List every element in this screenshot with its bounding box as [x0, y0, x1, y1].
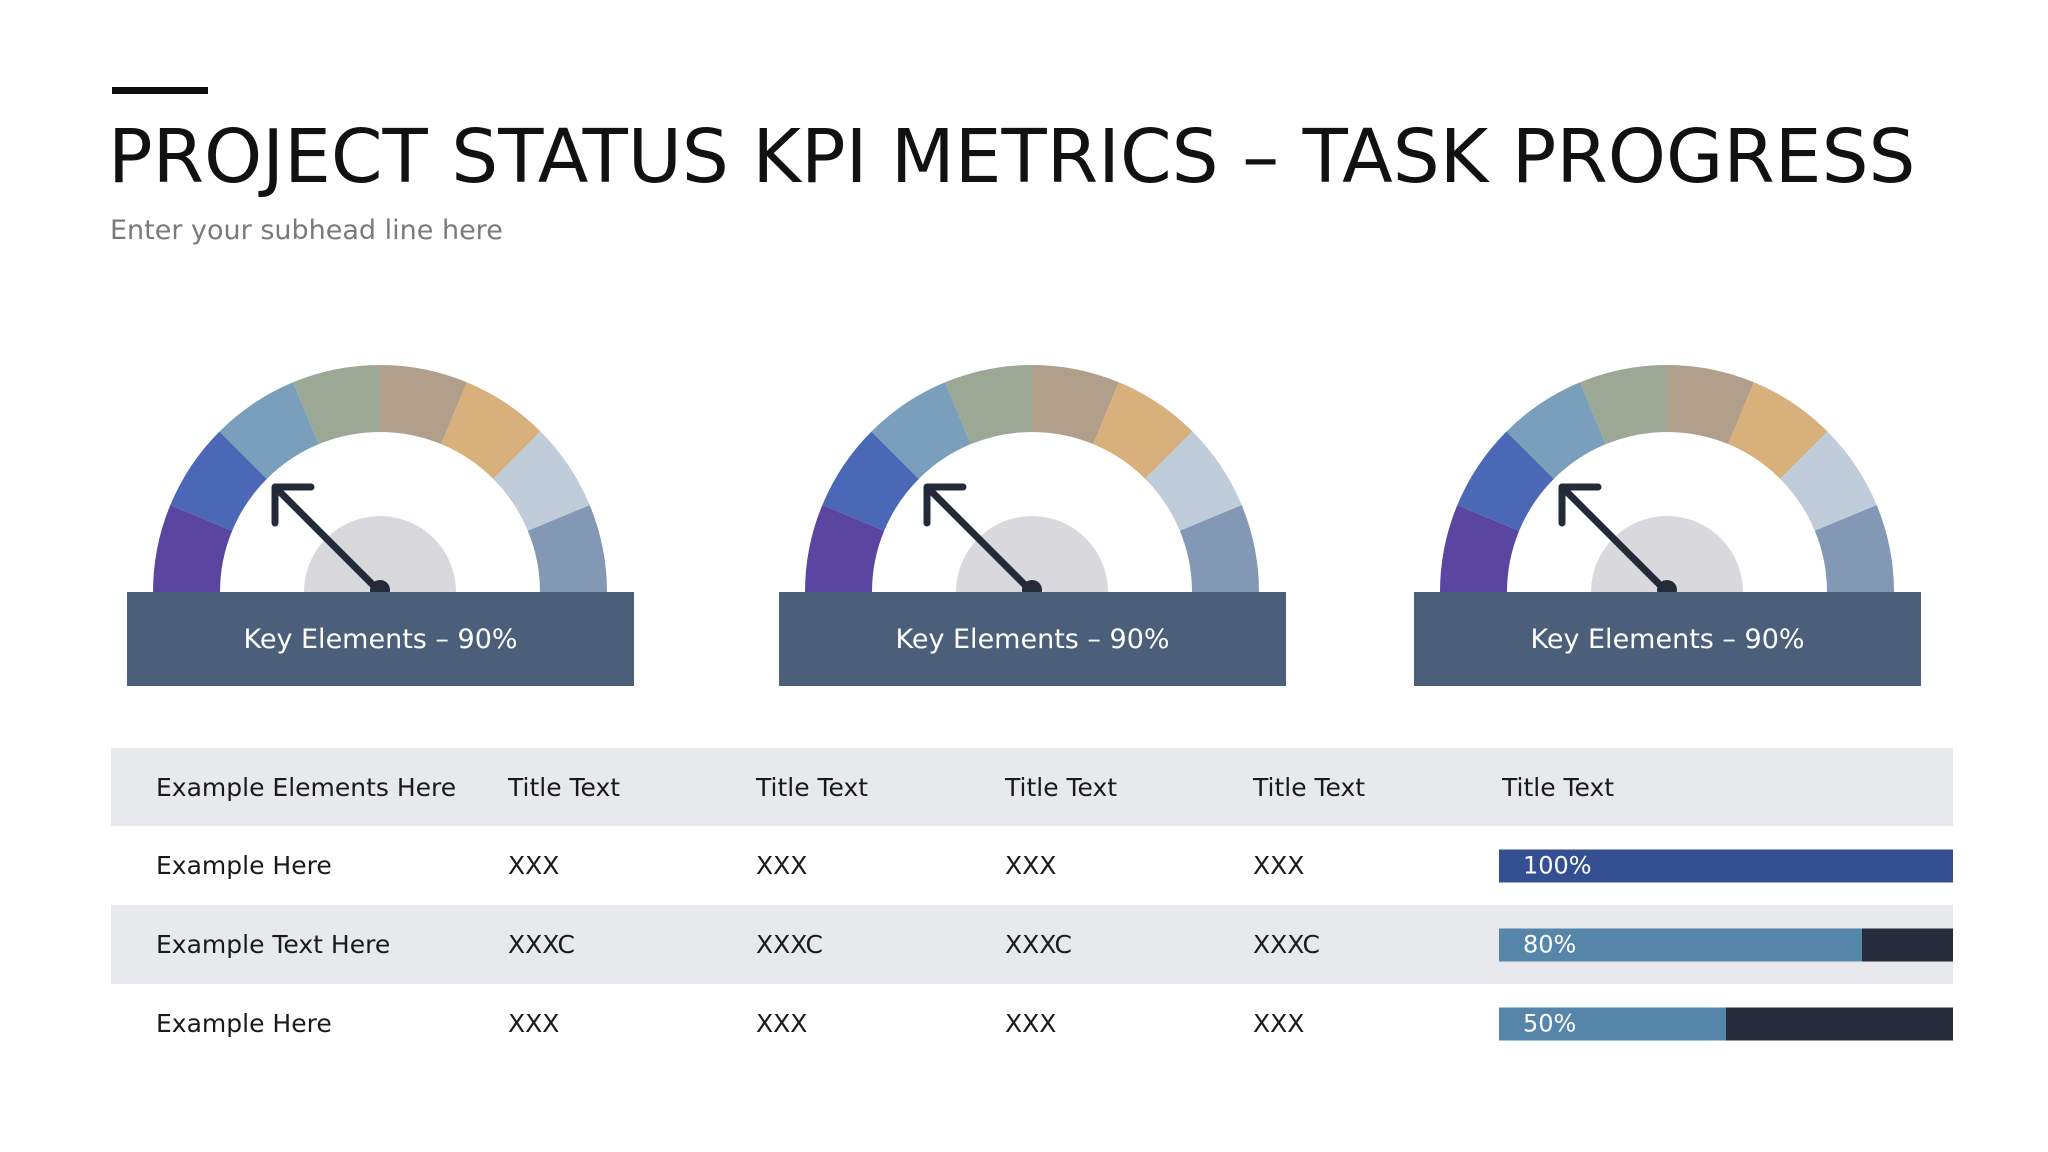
gauge-segment — [153, 505, 233, 592]
gauge-segment — [1814, 505, 1894, 592]
progress-bar: 50% — [1499, 1007, 1953, 1040]
kpi-gauge: Key Elements – 90% — [779, 355, 1286, 690]
needle-pivot — [1657, 580, 1677, 595]
gauge-segment — [871, 382, 971, 479]
gauge-segment — [1728, 382, 1828, 479]
page-subtitle: Enter your subhead line here — [110, 215, 503, 246]
column-header: Title Text — [1502, 772, 1615, 802]
progress-bar: 100% — [1499, 849, 1953, 882]
progress-label: 50% — [1523, 1009, 1577, 1038]
column-header: Title Text — [508, 772, 621, 802]
column-header: Title Text — [756, 772, 869, 802]
table-cell: XXX — [756, 1009, 808, 1038]
table-cell: XXX — [1253, 1009, 1305, 1038]
gauge-segment — [441, 382, 541, 479]
table-cell: XXX — [1253, 851, 1305, 880]
progress-fill — [1499, 1007, 1726, 1040]
column-header: Title Text — [1005, 772, 1118, 802]
gauge-needle — [277, 489, 384, 595]
gauge-segment — [293, 365, 380, 445]
gauge-label: Key Elements – 90% — [1414, 592, 1921, 686]
needle-arrowhead — [923, 483, 967, 527]
gauge-hub — [956, 516, 1108, 592]
table-cell: XXX — [508, 851, 560, 880]
gauge-segment — [805, 505, 885, 592]
progress-label: 80% — [1523, 930, 1577, 959]
gauge-segment — [219, 382, 319, 479]
needle-arrowhead — [1558, 483, 1602, 527]
table-header-row: Example Elements Here Title Text Title T… — [111, 748, 1953, 826]
gauge-label: Key Elements – 90% — [127, 592, 634, 686]
progress-bar: 80% — [1499, 928, 1953, 961]
page-title: PROJECT STATUS KPI METRICS – TASK PROGRE… — [108, 114, 1916, 200]
gauge-segment — [1093, 382, 1193, 479]
kpi-gauge: Key Elements – 90% — [1414, 355, 1921, 690]
gauge-segment — [380, 365, 467, 445]
gauge-hub — [304, 516, 456, 592]
gauge-dial — [153, 365, 607, 595]
gauge-segment — [1780, 431, 1877, 531]
kpi-gauge: Key Elements – 90% — [127, 355, 634, 690]
gauge-segment — [1440, 505, 1520, 592]
gauge-segment — [1580, 365, 1667, 445]
gauge-hub — [1591, 516, 1743, 592]
table-row: Example Text Here XXXC XXXC XXXC XXXC 80… — [111, 905, 1953, 984]
gauge-label: Key Elements – 90% — [779, 592, 1286, 686]
table-cell: XXXC — [756, 930, 824, 959]
column-header: Example Elements Here — [156, 772, 457, 802]
gauge-segment — [1145, 431, 1242, 531]
kpi-table: Example Elements Here Title Text Title T… — [111, 748, 1953, 1063]
gauge-segment — [1032, 365, 1119, 445]
gauge-segment — [1457, 431, 1554, 531]
table-row: Example Here XXX XXX XXX XXX 50% — [111, 984, 1953, 1063]
gauge-segment — [822, 431, 919, 531]
table-row: Example Here XXX XXX XXX XXX 100% — [111, 826, 1953, 905]
gauge-dial — [1440, 365, 1894, 595]
table-cell: XXX — [756, 851, 808, 880]
row-label: Example Here — [156, 851, 332, 880]
table-cell: XXX — [1005, 1009, 1057, 1038]
table-cell: XXXC — [508, 930, 576, 959]
table-cell: XXXC — [1005, 930, 1073, 959]
gauge-segment — [1667, 365, 1754, 445]
column-header: Title Text — [1253, 772, 1366, 802]
gauge-needle — [929, 489, 1036, 595]
gauge-segment — [1179, 505, 1259, 592]
progress-fill — [1499, 928, 1863, 961]
gauge-segment — [945, 365, 1032, 445]
table-cell: XXXC — [1253, 930, 1321, 959]
row-label: Example Text Here — [156, 930, 391, 959]
needle-pivot — [1022, 580, 1042, 595]
gauge-segment — [527, 505, 607, 592]
gauge-needle — [1564, 489, 1671, 595]
table-cell: XXX — [508, 1009, 560, 1038]
needle-pivot — [370, 580, 390, 595]
progress-label: 100% — [1523, 851, 1592, 880]
row-label: Example Here — [156, 1009, 332, 1038]
table-cell: XXX — [1005, 851, 1057, 880]
title-accent-bar — [112, 87, 208, 94]
gauge-segment — [493, 431, 590, 531]
gauge-segment — [170, 431, 267, 531]
progress-fill — [1499, 849, 1953, 882]
gauge-segment — [1506, 382, 1606, 479]
gauge-dial — [805, 365, 1259, 595]
needle-arrowhead — [271, 483, 315, 527]
